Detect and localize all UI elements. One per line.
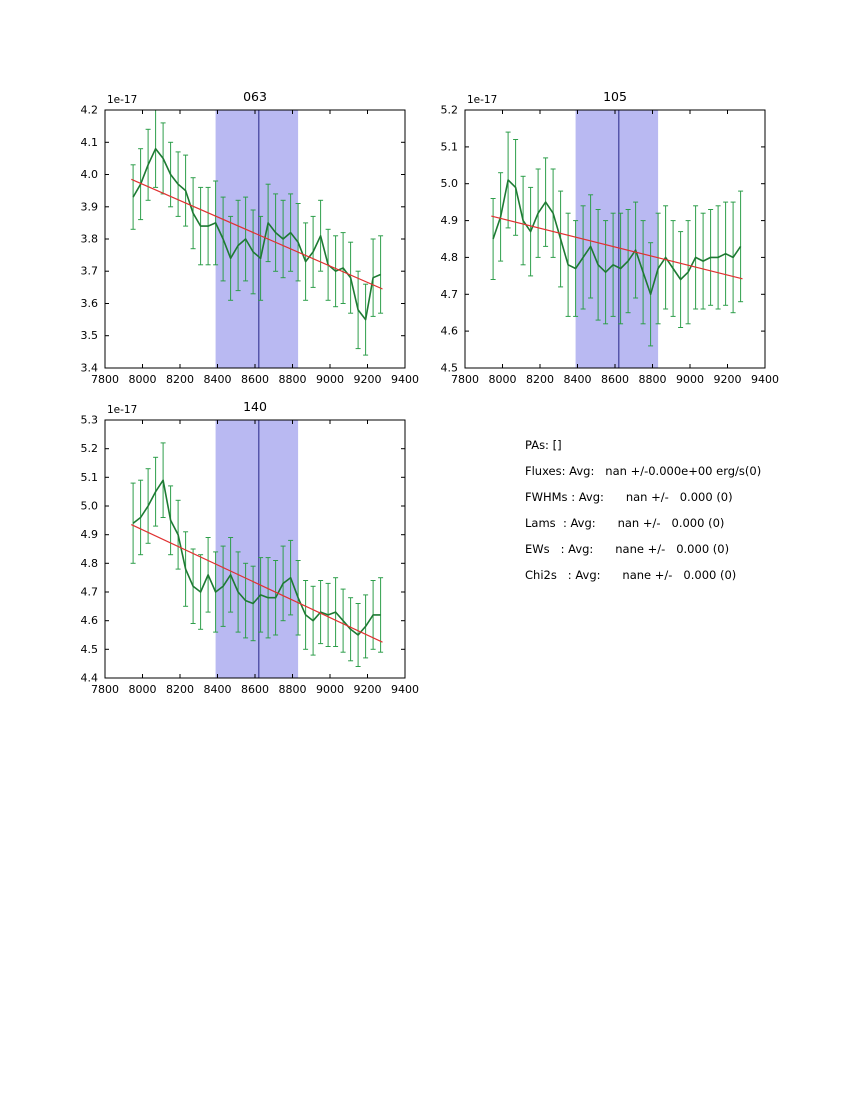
svg-text:9000: 9000	[676, 373, 704, 385]
stats-line-fwhms: FWHMs : Avg: nan +/- 0.000 (0)	[525, 490, 733, 504]
svg-text:4.6: 4.6	[81, 614, 99, 627]
stats-line-ews: EWs : Avg: nane +/- 0.000 (0)	[525, 542, 730, 556]
svg-text:8000: 8000	[129, 683, 157, 695]
svg-text:8000: 8000	[489, 373, 517, 385]
svg-text:5.2: 5.2	[441, 104, 459, 117]
axis-offset-label: 1e-17	[107, 404, 137, 416]
svg-text:7800: 7800	[91, 373, 119, 385]
axis-ticks	[464, 109, 766, 369]
svg-text:4.8: 4.8	[81, 557, 99, 570]
svg-text:9400: 9400	[391, 683, 419, 695]
svg-text:7800: 7800	[91, 683, 119, 695]
svg-text:3.6: 3.6	[81, 297, 99, 310]
svg-text:8400: 8400	[204, 373, 232, 385]
chart-svg: 7800 8000 8200 8400 8600 8800 9000 9200 9400 3.4 3…	[81, 89, 420, 387]
stats-panel: PAs: [] Fluxes: Avg: nan +/-0.000e+00 er…	[525, 432, 761, 588]
svg-text:4.9: 4.9	[441, 214, 459, 227]
axis-tick-labels: 7800 8000 8200 8400 8600 8800 9000 9200 9400 4.4 4…	[81, 414, 420, 697]
svg-text:3.7: 3.7	[81, 265, 99, 278]
svg-text:4.7: 4.7	[441, 288, 459, 301]
svg-text:8600: 8600	[601, 373, 629, 385]
svg-text:8800: 8800	[279, 373, 307, 385]
chart-svg: 7800 8000 8200 8400 8600 8800 9000 9200 9400 4.4 4…	[81, 399, 420, 697]
axis-ticks	[104, 419, 406, 679]
svg-text:5.0: 5.0	[81, 500, 99, 513]
svg-text:8800: 8800	[639, 373, 667, 385]
linear-fit-line	[491, 215, 743, 280]
svg-text:4.0: 4.0	[81, 168, 99, 181]
axis-ticks	[104, 109, 406, 369]
stats-line-lams: Lams : Avg: nan +/- 0.000 (0)	[525, 516, 725, 530]
stats-line-fluxes: Fluxes: Avg: nan +/-0.000e+00 erg/s(0)	[525, 464, 762, 478]
svg-text:9400: 9400	[751, 373, 779, 385]
linear-fit-line	[131, 524, 383, 643]
highlight-band	[215, 420, 299, 678]
svg-text:5.1: 5.1	[441, 140, 459, 153]
svg-text:4.1: 4.1	[81, 136, 99, 149]
svg-text:8400: 8400	[204, 683, 232, 695]
svg-text:4.4: 4.4	[81, 672, 99, 685]
svg-text:8200: 8200	[166, 683, 194, 695]
highlight-band	[575, 110, 659, 368]
svg-text:3.4: 3.4	[81, 362, 99, 375]
axis-offset-label: 1e-17	[467, 94, 497, 106]
chart-svg: 7800 8000 8200 8400 8600 8800 9000 9200 9400 4.5 4…	[441, 89, 780, 387]
svg-text:9200: 9200	[354, 373, 382, 385]
axis-offset-label: 1e-17	[107, 94, 137, 106]
svg-text:8800: 8800	[279, 683, 307, 695]
plot-title: 063	[243, 89, 267, 104]
spectrum-plot-140: 7800 8000 8200 8400 8600 8800 9000 9200 9400 4.4 4…	[60, 395, 420, 697]
stats-line-pas: PAs: []	[525, 438, 562, 452]
svg-text:9200: 9200	[354, 683, 382, 695]
svg-text:8600: 8600	[241, 683, 269, 695]
svg-text:5.3: 5.3	[81, 414, 99, 427]
svg-text:9200: 9200	[714, 373, 742, 385]
flux-series-line	[492, 179, 742, 296]
svg-text:8600: 8600	[241, 373, 269, 385]
svg-text:4.8: 4.8	[441, 251, 459, 264]
svg-text:5.1: 5.1	[81, 471, 99, 484]
plot-title: 140	[243, 399, 267, 414]
svg-text:4.6: 4.6	[441, 325, 459, 338]
axis-tick-labels: 7800 8000 8200 8400 8600 8800 9000 9200 9400 3.4 3…	[81, 104, 420, 387]
svg-text:9400: 9400	[391, 373, 419, 385]
svg-text:8400: 8400	[564, 373, 592, 385]
flux-series-line	[132, 479, 381, 636]
svg-text:9000: 9000	[316, 373, 344, 385]
svg-text:8200: 8200	[166, 373, 194, 385]
svg-text:3.8: 3.8	[81, 233, 99, 246]
svg-text:4.5: 4.5	[441, 362, 459, 375]
svg-text:8000: 8000	[129, 373, 157, 385]
highlight-band	[215, 110, 299, 368]
linear-fit-line	[131, 178, 383, 290]
axis-tick-labels: 7800 8000 8200 8400 8600 8800 9000 9200 9400 4.5 4…	[441, 104, 780, 387]
svg-text:8200: 8200	[526, 373, 554, 385]
spectrum-plot-105: 7800 8000 8200 8400 8600 8800 9000 9200 9400 4.5 4…	[420, 85, 780, 387]
stats-line-chi2s: Chi2s : Avg: nane +/- 0.000 (0)	[525, 568, 737, 582]
svg-text:5.2: 5.2	[81, 442, 99, 455]
svg-text:7800: 7800	[451, 373, 479, 385]
svg-text:4.7: 4.7	[81, 586, 99, 599]
svg-text:9000: 9000	[316, 683, 344, 695]
svg-text:5.0: 5.0	[441, 177, 459, 190]
svg-text:4.5: 4.5	[81, 643, 99, 656]
plot-title: 105	[603, 89, 627, 104]
spectrum-plot-063: 7800 8000 8200 8400 8600 8800 9000 9200 9400 3.4 3…	[60, 85, 420, 387]
svg-text:3.9: 3.9	[81, 200, 99, 213]
svg-text:4.9: 4.9	[81, 528, 99, 541]
svg-text:4.2: 4.2	[81, 104, 99, 117]
svg-text:3.5: 3.5	[81, 329, 99, 342]
